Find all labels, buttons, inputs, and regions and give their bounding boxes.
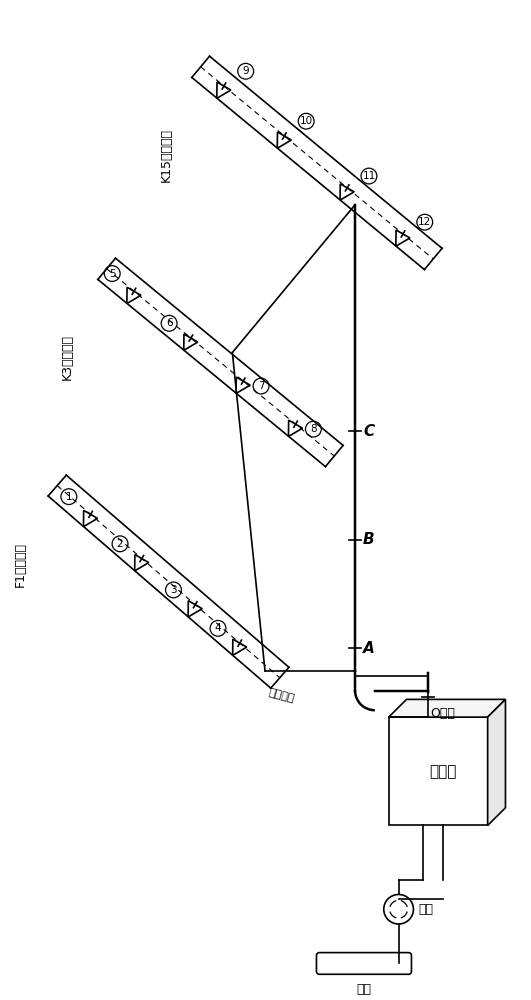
Text: 6: 6 <box>166 318 173 328</box>
Text: 2: 2 <box>117 539 123 549</box>
Text: C: C <box>363 424 374 439</box>
Text: 8: 8 <box>310 424 316 434</box>
Text: B: B <box>363 532 374 547</box>
Text: O入口: O入口 <box>430 707 455 720</box>
Text: 12: 12 <box>418 217 431 227</box>
Polygon shape <box>389 699 506 717</box>
Text: 1: 1 <box>65 492 72 502</box>
Polygon shape <box>487 699 506 825</box>
Text: K15皮带岗位: K15皮带岗位 <box>159 128 173 182</box>
Text: F1皮带岗位: F1皮带岗位 <box>14 542 27 587</box>
Text: 11: 11 <box>362 171 375 181</box>
FancyBboxPatch shape <box>389 717 487 825</box>
FancyBboxPatch shape <box>316 953 412 974</box>
Text: A: A <box>363 641 375 656</box>
Text: 9: 9 <box>242 66 249 76</box>
Text: 4: 4 <box>215 623 221 633</box>
Text: 5: 5 <box>109 269 116 279</box>
Text: 除尘器: 除尘器 <box>430 764 457 779</box>
Text: 烟囱: 烟囱 <box>356 983 372 996</box>
Text: K3皮带岗位: K3皮带岗位 <box>61 334 74 380</box>
Text: 7: 7 <box>258 381 264 391</box>
Text: 3: 3 <box>170 585 177 595</box>
Text: 10: 10 <box>299 116 313 126</box>
Text: 测孔位置: 测孔位置 <box>268 688 296 704</box>
Text: 风机: 风机 <box>418 903 433 916</box>
